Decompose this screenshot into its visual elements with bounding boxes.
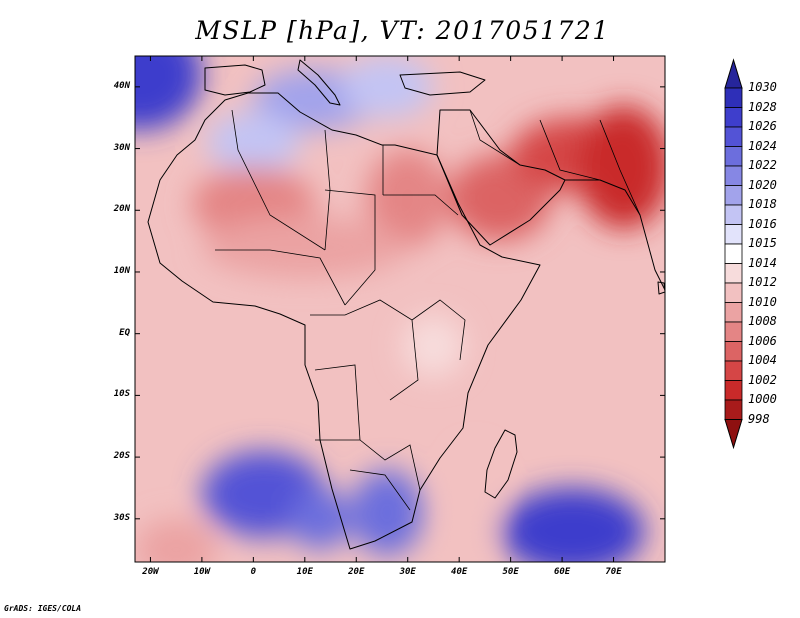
lon-label-50e: 50E — [502, 567, 519, 577]
colorbar-segment — [724, 87, 743, 108]
lat-label-20n: 20N — [113, 204, 130, 215]
chart-title: MSLP [hPa], VT: 2017051721 — [195, 16, 610, 45]
colorbar-label-1026: 1026 — [748, 119, 777, 133]
colorbar-label-1020: 1020 — [748, 177, 777, 192]
field-feature-east-africa-rise — [402, 315, 465, 377]
colorbar-label-1015: 1015 — [748, 236, 777, 250]
border-angola — [314, 364, 361, 441]
colorbar-label-1012: 1012 — [748, 275, 777, 289]
field-feature-mascarene-high — [500, 487, 645, 562]
colorbar-label-1002: 1002 — [748, 372, 777, 387]
field-feature-mozambique-channel-low — [454, 450, 496, 550]
lon-label-30e: 30E — [399, 567, 416, 577]
map-frame — [134, 55, 666, 563]
lat-label-20s: 20S — [113, 451, 130, 462]
lon-label-0: 0 — [250, 567, 257, 577]
italy-coastline — [297, 59, 341, 106]
madagascar-coastline — [484, 429, 518, 499]
lat-label-10s: 10S — [113, 389, 130, 400]
colorbar-segment — [724, 360, 743, 381]
field-feature-sahel-trough — [201, 216, 408, 279]
colorbar-segment — [724, 126, 743, 147]
border-east-africa — [411, 299, 466, 361]
field-feature-balkan-ridge — [340, 56, 434, 118]
border-india — [599, 119, 641, 216]
field-feature-egypt-sudan-low — [366, 148, 449, 248]
axis-ticks — [135, 56, 665, 562]
lon-label-20e: 20E — [348, 567, 365, 577]
colorbar-label-1004: 1004 — [748, 353, 777, 367]
border-north-africa-1 — [231, 109, 326, 251]
lon-label-70e: 70E — [605, 567, 622, 577]
africa-coastline — [147, 92, 541, 550]
colorbar-segment — [724, 282, 743, 303]
pressure-field — [135, 56, 665, 562]
colorbar-segment — [724, 224, 743, 245]
lon-label-60e: 60E — [553, 567, 571, 577]
colorbar — [724, 58, 743, 450]
colorbar-label-1024: 1024 — [748, 138, 777, 153]
sri-lanka-coastline — [657, 281, 665, 295]
colorbar-segment — [724, 107, 743, 128]
colorbar-segment — [724, 146, 743, 167]
colorbar-label-1028: 1028 — [748, 99, 777, 114]
anatolia-coastline — [399, 71, 486, 96]
colorbar-bottom-triangle — [724, 419, 743, 450]
border-southern-africa — [315, 439, 421, 491]
colorbar-segment — [724, 399, 743, 420]
country-borders — [215, 109, 641, 511]
border-iran — [539, 119, 601, 181]
lat-label-40n: 40N — [113, 80, 130, 91]
border-sahel — [215, 249, 346, 306]
footer-credit: GrADS: IGES/COLA — [4, 604, 82, 613]
lat-label-10n: 10N — [113, 265, 130, 276]
colorbar-segment — [724, 165, 743, 186]
lon-label-40e: 40E — [451, 567, 468, 577]
colorbar-label-1014: 1014 — [748, 255, 777, 270]
colorbar-segment — [724, 302, 743, 323]
field-feature-north-atlantic-high — [135, 56, 202, 131]
colorbar-label-1008: 1008 — [748, 314, 777, 328]
coastlines — [147, 59, 665, 550]
border-middle-east — [469, 109, 521, 166]
colorbar-segment — [724, 380, 743, 401]
colorbar-label-1000: 1000 — [748, 392, 777, 406]
colorbar-segment — [724, 243, 743, 264]
colorbar-label-1006: 1006 — [748, 333, 777, 348]
colorbar-segment — [724, 321, 743, 342]
colorbar-top-triangle — [724, 58, 743, 89]
lat-label-30s: 30S — [113, 512, 130, 523]
field-feature-benguela-ridge — [289, 487, 352, 550]
colorbar-label-1022: 1022 — [748, 158, 777, 172]
border-chad — [324, 189, 376, 306]
border-north-africa-2 — [324, 129, 331, 251]
colorbar-segment — [724, 263, 743, 284]
border-south-africa — [349, 469, 411, 511]
colorbar-label-998: 998 — [748, 411, 770, 426]
lat-label-30n: 30N — [113, 142, 130, 153]
lat-label-eq: EQ — [119, 327, 130, 338]
colorbar-label-1030: 1030 — [748, 80, 777, 94]
colorbar-segment — [724, 204, 743, 225]
south-asia-coastline — [565, 179, 665, 291]
border-drc — [310, 299, 419, 401]
colorbar-segment — [724, 185, 743, 206]
colorbar-segment — [724, 341, 743, 362]
field-feature-southwest-low — [135, 518, 218, 562]
lon-label-20w: 20W — [142, 567, 159, 577]
colorbar-label-1016: 1016 — [748, 216, 777, 231]
lon-label-10e: 10E — [296, 567, 313, 577]
lon-label-10w: 10W — [193, 567, 211, 577]
border-sudan — [383, 194, 459, 216]
field-feature-morocco-ridge — [207, 111, 300, 174]
field-feature-pakistan-low — [577, 105, 665, 229]
colorbar-label-1010: 1010 — [748, 294, 777, 309]
field-feature-south-african-high — [351, 469, 424, 556]
colorbar-label-1018: 1018 — [748, 197, 777, 211]
iberia-coastline — [204, 64, 266, 96]
